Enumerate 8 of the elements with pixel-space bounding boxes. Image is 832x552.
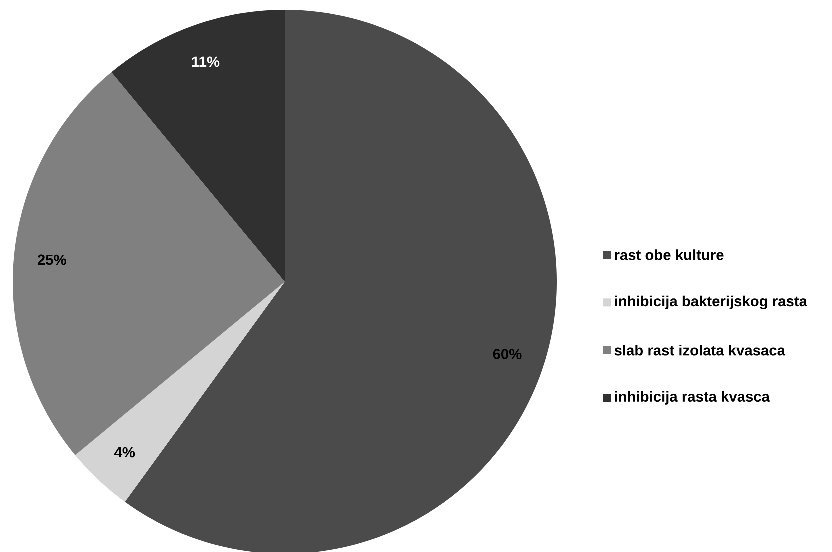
data-label: 60%: [493, 349, 522, 360]
data-label: 4%: [114, 447, 136, 458]
legend-label: rast obe kulture: [615, 250, 724, 260]
legend-label: inhibicija bakterijskog rasta: [615, 296, 808, 310]
data-label: 11%: [192, 56, 220, 68]
legend-label: slab rast izolata kvasaca: [614, 345, 786, 356]
legend-label: inhibicija rasta kvasca: [615, 391, 770, 405]
data-label: 25%: [38, 254, 66, 266]
